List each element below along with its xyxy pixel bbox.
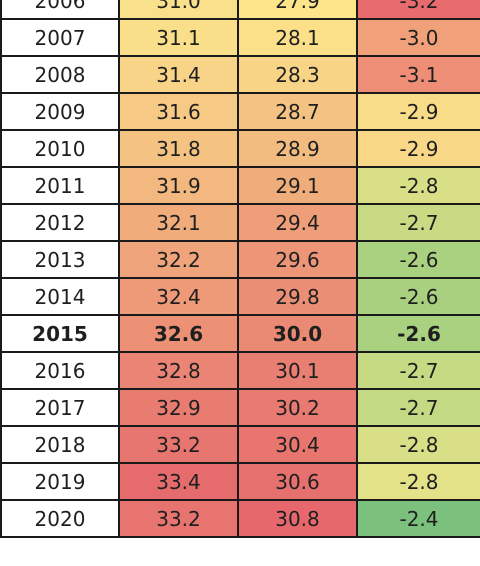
value-c-cell[interactable]: -2.6 xyxy=(356,277,480,316)
value-a-cell[interactable]: 32.8 xyxy=(118,351,239,390)
year-cell[interactable]: 2010 xyxy=(0,129,120,168)
table-row: 2016 32.8 30.1 -2.7 xyxy=(0,351,480,390)
value-c-cell[interactable]: -2.9 xyxy=(356,92,480,131)
value-c-cell[interactable]: -2.7 xyxy=(356,388,480,427)
value-c-cell[interactable]: -2.7 xyxy=(356,203,480,242)
value-a-cell[interactable]: 32.2 xyxy=(118,240,239,279)
value-b-cell[interactable]: 28.9 xyxy=(237,129,358,168)
value-c-cell[interactable]: -3.0 xyxy=(356,18,480,57)
value-a-cell[interactable]: 32.1 xyxy=(118,203,239,242)
year-cell[interactable]: 2013 xyxy=(0,240,120,279)
value-b-cell[interactable]: 30.4 xyxy=(237,425,358,464)
year-cell[interactable]: 2012 xyxy=(0,203,120,242)
year-cell[interactable]: 2018 xyxy=(0,425,120,464)
table-row: 2017 32.9 30.2 -2.7 xyxy=(0,388,480,427)
value-c-cell[interactable]: -2.4 xyxy=(356,499,480,538)
value-a-cell[interactable]: 31.1 xyxy=(118,18,239,57)
value-c-cell[interactable]: -2.9 xyxy=(356,129,480,168)
table-row: 2020 33.2 30.8 -2.4 xyxy=(0,499,480,538)
table-row: 2008 31.4 28.3 -3.1 xyxy=(0,55,480,94)
value-a-cell[interactable]: 31.8 xyxy=(118,129,239,168)
table-row: 2010 31.8 28.9 -2.9 xyxy=(0,129,480,168)
partial-top-row: 2006 31.0 27.9 -3.2 xyxy=(0,0,480,20)
value-c-cell[interactable]: -3.1 xyxy=(356,55,480,94)
value-a-cell[interactable]: 31.0 xyxy=(118,0,239,20)
value-a-cell[interactable]: 33.2 xyxy=(118,499,239,538)
year-cell[interactable]: 2006 xyxy=(0,0,120,20)
year-cell[interactable]: 2020 xyxy=(0,499,120,538)
table-row: 2012 32.1 29.4 -2.7 xyxy=(0,203,480,242)
value-b-cell[interactable]: 30.2 xyxy=(237,388,358,427)
value-a-cell[interactable]: 31.6 xyxy=(118,92,239,131)
table-row: 2014 32.4 29.8 -2.6 xyxy=(0,277,480,316)
value-a-cell[interactable]: 33.2 xyxy=(118,425,239,464)
value-b-cell[interactable]: 29.8 xyxy=(237,277,358,316)
value-a-cell[interactable]: 32.4 xyxy=(118,277,239,316)
value-c-cell[interactable]: -2.8 xyxy=(356,425,480,464)
value-c-cell[interactable]: -2.7 xyxy=(356,351,480,390)
value-b-cell[interactable]: 30.1 xyxy=(237,351,358,390)
value-a-cell[interactable]: 32.9 xyxy=(118,388,239,427)
value-b-cell[interactable]: 28.1 xyxy=(237,18,358,57)
value-a-cell[interactable]: 33.4 xyxy=(118,462,239,501)
value-b-cell[interactable]: 27.9 xyxy=(237,0,358,20)
value-b-cell[interactable]: 29.6 xyxy=(237,240,358,279)
table-row: 2007 31.1 28.1 -3.0 xyxy=(0,18,480,57)
value-b-cell[interactable]: 30.8 xyxy=(237,499,358,538)
table-row: 2015 32.6 30.0 -2.6 xyxy=(0,314,480,353)
data-table: 2006 31.0 27.9 -3.2 2007 31.1 28.1 -3.0 2008… xyxy=(0,0,480,538)
year-cell[interactable]: 2009 xyxy=(0,92,120,131)
value-b-cell[interactable]: 28.7 xyxy=(237,92,358,131)
year-cell[interactable]: 2014 xyxy=(0,277,120,316)
table-row: 2019 33.4 30.6 -2.8 xyxy=(0,462,480,501)
table-row: 2013 32.2 29.6 -2.6 xyxy=(0,240,480,279)
value-b-cell[interactable]: 28.3 xyxy=(237,55,358,94)
table-row: 2018 33.2 30.4 -2.8 xyxy=(0,425,480,464)
value-b-cell[interactable]: 30.0 xyxy=(237,314,358,353)
value-c-cell[interactable]: -2.6 xyxy=(356,240,480,279)
value-a-cell[interactable]: 31.4 xyxy=(118,55,239,94)
year-cell[interactable]: 2017 xyxy=(0,388,120,427)
table-row: 2011 31.9 29.1 -2.8 xyxy=(0,166,480,205)
year-cell[interactable]: 2019 xyxy=(0,462,120,501)
value-c-cell[interactable]: -2.8 xyxy=(356,166,480,205)
value-c-cell[interactable]: -2.8 xyxy=(356,462,480,501)
value-b-cell[interactable]: 30.6 xyxy=(237,462,358,501)
value-c-cell[interactable]: -3.2 xyxy=(356,0,480,20)
table-body: 2006 31.0 27.9 -3.2 2007 31.1 28.1 -3.0 2008… xyxy=(0,0,480,538)
year-cell[interactable]: 2008 xyxy=(0,55,120,94)
year-cell[interactable]: 2016 xyxy=(0,351,120,390)
table-row: 2009 31.6 28.7 -2.9 xyxy=(0,92,480,131)
value-b-cell[interactable]: 29.4 xyxy=(237,203,358,242)
year-cell[interactable]: 2007 xyxy=(0,18,120,57)
value-a-cell[interactable]: 31.9 xyxy=(118,166,239,205)
year-cell[interactable]: 2015 xyxy=(0,314,120,353)
value-a-cell[interactable]: 32.6 xyxy=(118,314,239,353)
value-c-cell[interactable]: -2.6 xyxy=(356,314,480,353)
year-cell[interactable]: 2011 xyxy=(0,166,120,205)
value-b-cell[interactable]: 29.1 xyxy=(237,166,358,205)
